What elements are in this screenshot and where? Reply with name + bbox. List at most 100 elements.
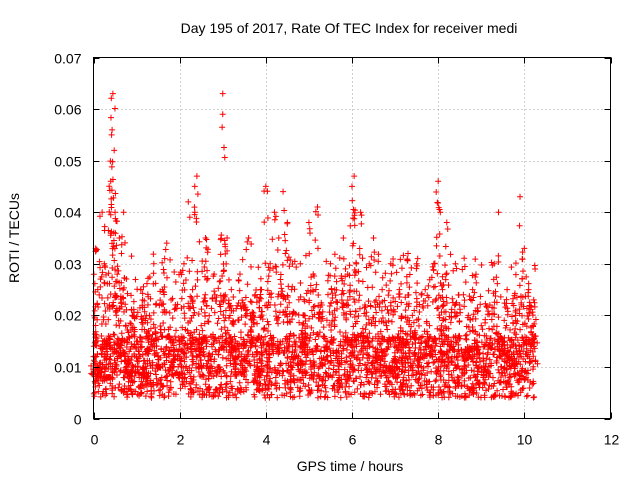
data-point <box>495 252 502 259</box>
data-point <box>442 358 449 365</box>
data-point <box>392 389 399 396</box>
data-point <box>251 353 258 360</box>
data-point <box>185 198 192 205</box>
data-point <box>337 328 344 335</box>
data-point <box>422 343 429 350</box>
data-point <box>114 271 121 278</box>
data-point <box>492 292 499 299</box>
data-point <box>486 356 493 363</box>
data-point <box>390 366 397 373</box>
data-point <box>472 328 479 335</box>
data-point <box>393 363 400 370</box>
data-point <box>512 307 519 314</box>
data-point <box>355 268 362 275</box>
data-point <box>372 269 379 276</box>
data-point <box>291 394 298 401</box>
data-point <box>164 373 171 380</box>
data-point <box>474 371 481 378</box>
data-point <box>402 330 409 337</box>
data-point <box>275 320 282 327</box>
data-point <box>229 320 236 327</box>
data-point <box>447 251 454 258</box>
data-point <box>397 256 404 263</box>
data-point <box>519 334 526 341</box>
data-point <box>330 347 337 354</box>
data-point <box>403 279 410 286</box>
data-point <box>416 308 423 315</box>
data-point <box>408 264 415 271</box>
data-point <box>452 383 459 390</box>
data-point <box>144 335 151 342</box>
data-point <box>287 330 294 337</box>
data-point <box>457 309 464 316</box>
data-point <box>316 363 323 370</box>
data-point <box>198 364 205 371</box>
data-point <box>512 334 519 341</box>
data-point <box>286 342 293 349</box>
data-point <box>491 299 498 306</box>
data-point <box>261 302 268 309</box>
data-point <box>219 273 226 280</box>
data-point <box>347 308 354 315</box>
data-point <box>381 362 388 369</box>
data-point <box>342 265 349 272</box>
data-point <box>187 386 194 393</box>
data-point <box>259 316 266 323</box>
data-point <box>489 326 496 333</box>
data-point <box>327 299 334 306</box>
data-point <box>134 358 141 365</box>
data-point <box>222 291 229 298</box>
data-point <box>432 283 439 290</box>
data-point <box>306 334 313 341</box>
data-point <box>310 351 317 358</box>
data-point <box>448 374 455 381</box>
data-point <box>432 378 439 385</box>
data-point <box>367 389 374 396</box>
data-point <box>220 144 227 151</box>
data-point <box>167 384 174 391</box>
data-point <box>254 351 261 358</box>
data-point <box>315 371 322 378</box>
data-point <box>215 393 222 400</box>
data-point <box>228 368 235 375</box>
data-point <box>385 292 392 299</box>
data-point <box>128 320 135 327</box>
data-point <box>215 351 222 358</box>
data-point <box>311 369 318 376</box>
data-point <box>429 263 436 270</box>
data-point <box>486 370 493 377</box>
data-point <box>532 357 539 364</box>
data-point <box>466 293 473 300</box>
data-point <box>486 382 493 389</box>
data-point <box>430 284 437 291</box>
data-point <box>189 286 196 293</box>
data-point <box>321 394 328 401</box>
data-point <box>410 350 417 357</box>
data-point <box>150 270 157 277</box>
data-point <box>360 381 367 388</box>
data-point <box>314 394 321 401</box>
data-point <box>410 390 417 397</box>
data-point <box>424 360 431 367</box>
data-point <box>320 374 327 381</box>
data-point <box>337 342 344 349</box>
data-point <box>359 278 366 285</box>
data-point <box>188 375 195 382</box>
chart-title: Day 195 of 2017, Rate Of TEC Index for r… <box>181 20 518 36</box>
data-point <box>281 311 288 318</box>
data-point <box>529 312 536 319</box>
data-point <box>511 329 518 336</box>
data-point <box>442 323 449 330</box>
data-point <box>507 373 514 380</box>
data-point <box>508 336 515 343</box>
data-point <box>187 380 194 387</box>
data-point <box>489 374 496 381</box>
data-point <box>531 303 538 310</box>
data-point <box>388 318 395 325</box>
data-point <box>385 338 392 345</box>
data-point <box>127 369 134 376</box>
data-point <box>437 368 444 375</box>
data-point <box>437 280 444 287</box>
data-point <box>196 238 203 245</box>
data-point <box>150 321 157 328</box>
